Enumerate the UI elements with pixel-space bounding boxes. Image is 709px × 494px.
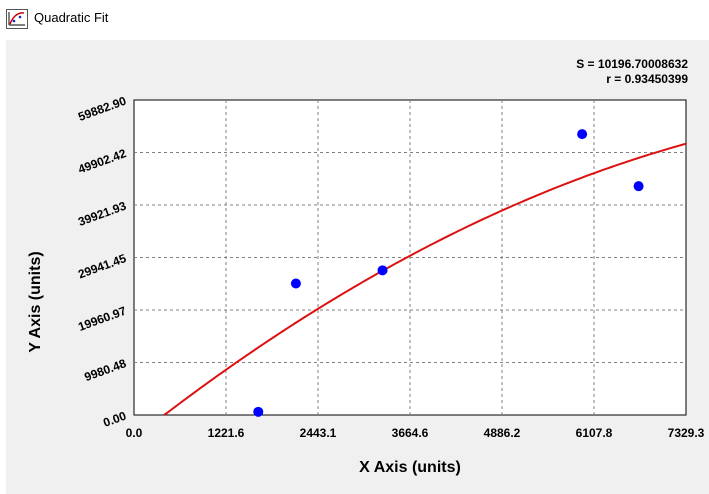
data-point (577, 129, 588, 140)
x-axis-title: X Axis (units) (359, 459, 461, 476)
quadratic-fit-chart: S = 10196.70008632 r = 0.93450399 0.0 122… (27, 57, 705, 476)
data-point (290, 278, 301, 289)
title-bar[interactable]: Quadratic Fit (0, 0, 709, 40)
y-tick-label: 19960.97 (76, 304, 128, 334)
x-tick-label: 3664.6 (392, 426, 429, 440)
s-statistic: S = 10196.70008632 (576, 57, 688, 71)
x-tick-label: 4886.2 (484, 426, 521, 440)
x-tick-labels: 0.0 1221.6 2443.1 3664.6 4886.2 6107.8 7329.3 (126, 426, 705, 440)
x-tick-label: 0.0 (126, 426, 143, 440)
data-points (253, 129, 644, 417)
x-tick-label: 2443.1 (300, 426, 337, 440)
window-title: Quadratic Fit (34, 10, 109, 25)
fit-curve-group (163, 142, 687, 416)
r-statistic: r = 0.93450399 (606, 72, 688, 86)
x-tick-label: 6107.8 (576, 426, 613, 440)
y-axis-title: Y Axis (units) (27, 251, 44, 352)
x-tick-label: 1221.6 (208, 426, 245, 440)
y-tick-label: 9980.48 (82, 356, 128, 384)
y-tick-label: 0.00 (101, 409, 128, 430)
y-tick-labels: 0.00 9980.48 19960.97 29941.45 39921.93 49902… (76, 94, 128, 430)
y-tick-label: 49902.42 (76, 146, 128, 176)
fit-curve (163, 142, 687, 416)
y-tick-label: 39921.93 (76, 199, 128, 229)
grid-lines (134, 100, 686, 415)
x-tick-label: 7329.3 (668, 426, 705, 440)
data-point (633, 181, 644, 192)
y-tick-label: 59882.90 (76, 94, 128, 124)
chart-area: S = 10196.70008632 r = 0.93450399 0.0 122… (6, 40, 709, 494)
y-tick-label: 29941.45 (76, 251, 128, 281)
data-point (377, 265, 388, 276)
chart-app-icon (6, 9, 28, 29)
data-point (253, 406, 264, 417)
